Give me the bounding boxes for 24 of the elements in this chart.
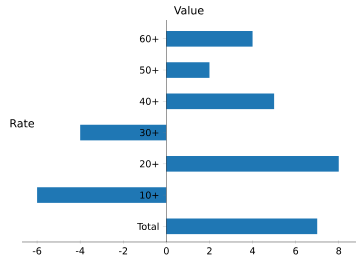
x-tick-label: 6 (293, 247, 298, 254)
bar (80, 124, 166, 140)
y-tick-label: Total (137, 222, 158, 230)
bar (166, 30, 253, 47)
x-tick-label: 2 (207, 247, 212, 254)
x-tick-label: -6 (32, 247, 42, 254)
x-tick-label: -2 (119, 247, 128, 254)
bar (166, 156, 339, 172)
x-tick-label: 8 (336, 247, 342, 254)
y-tick-label: 40+ (140, 98, 158, 105)
x-tick-label: 4 (250, 247, 256, 254)
bar (166, 93, 274, 110)
bar (166, 218, 318, 234)
bar (37, 187, 166, 203)
y-tick-label: 10+ (140, 191, 158, 199)
y-tick-label: 60+ (140, 35, 158, 42)
bar (166, 62, 210, 78)
y-tick-label: 30+ (140, 128, 158, 136)
x-tick-label: -4 (76, 247, 84, 254)
y-tick-label: 50+ (140, 66, 158, 74)
y-axis-title: Rate (10, 119, 34, 128)
y-tick-label: 20+ (140, 160, 158, 168)
chart-title: Value (174, 6, 204, 14)
x-tick-label: 0 (164, 247, 169, 254)
